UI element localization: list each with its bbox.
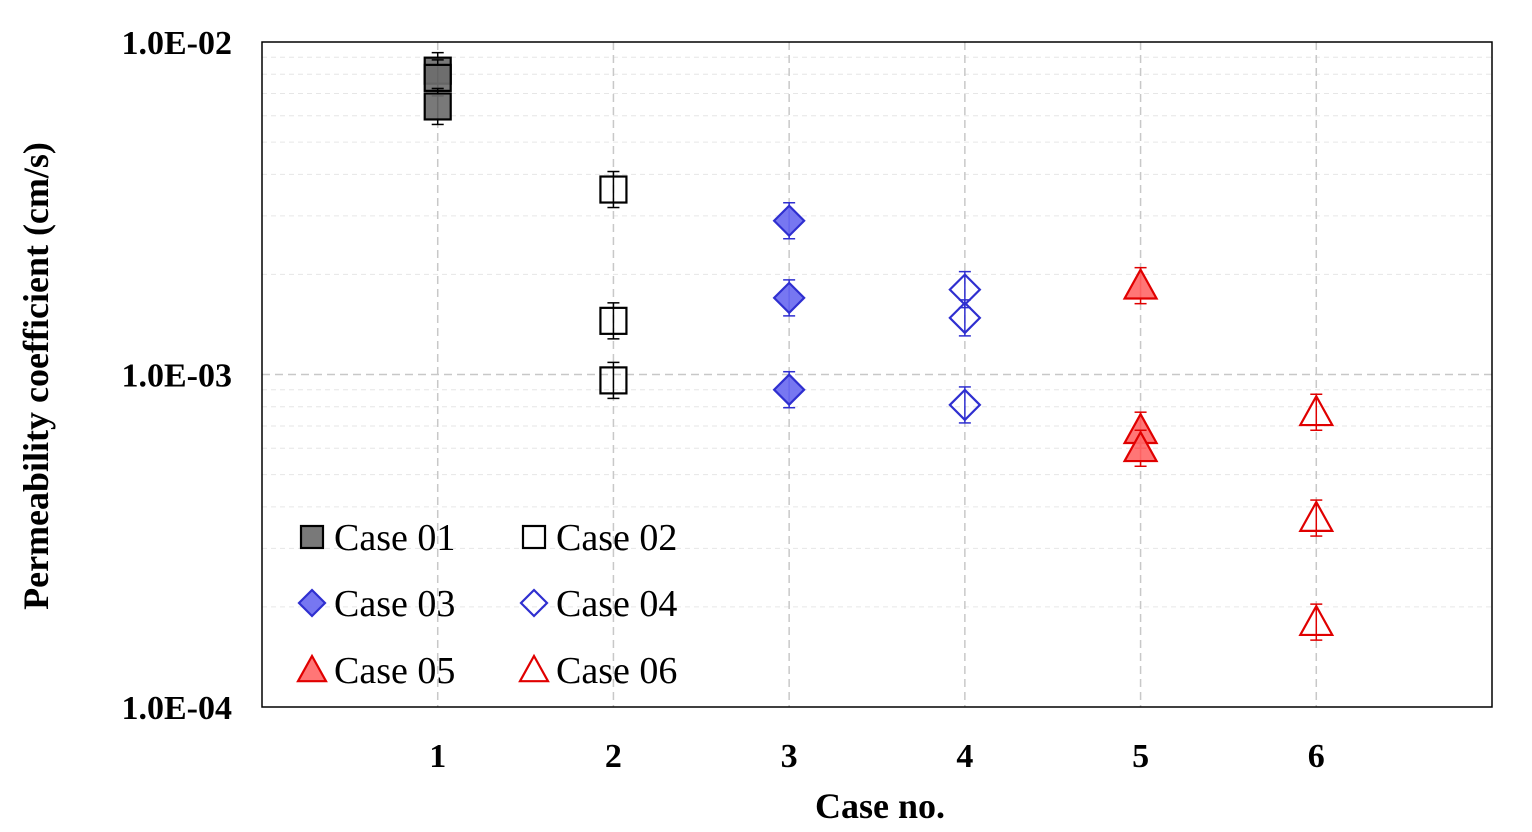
legend-label: Case 06 <box>556 650 677 692</box>
legend-label: Case 01 <box>334 517 455 559</box>
legend-label: Case 04 <box>556 583 677 625</box>
data-point-case-04-3 <box>948 388 982 422</box>
legend-label: Case 05 <box>334 650 455 692</box>
data-point-case-02-1 <box>599 175 628 204</box>
legend-marker-case-04 <box>519 588 549 618</box>
x-tick-label: 5 <box>1132 738 1149 775</box>
y-tick-label: 1.0E-03 <box>122 358 233 395</box>
data-point-case-03-3 <box>772 373 806 407</box>
data-point-case-06-2 <box>1298 499 1335 532</box>
legend-label: Case 03 <box>334 583 455 625</box>
x-tick-labels: 1 2 3 4 5 6 <box>429 738 1325 775</box>
data-point-case-02-3 <box>599 366 628 395</box>
legend-label: Case 02 <box>556 517 677 559</box>
legend-marker-case-02 <box>521 524 547 550</box>
legend-marker-case-01 <box>299 524 325 550</box>
data-point-case-03-2 <box>772 281 806 315</box>
data-point-case-02-2 <box>599 306 628 335</box>
x-tick-label: 6 <box>1308 738 1325 775</box>
data-point-case-05-1 <box>1122 267 1159 300</box>
data-markers <box>423 51 1335 641</box>
legend: Case 01 Case 02 Case 03 Case 04 Case 05 Case … <box>296 517 677 692</box>
y-tick-label: 1.0E-02 <box>122 25 233 62</box>
x-tick-label: 1 <box>429 738 446 775</box>
data-point-case-03-1 <box>772 204 806 238</box>
legend-marker-case-05 <box>296 653 328 683</box>
y-axis-title: Permeability coefficient (cm/s) <box>16 142 56 610</box>
data-point-case-01-2 <box>423 63 452 92</box>
legend-marker-case-06 <box>518 653 550 683</box>
data-point-case-01-3 <box>423 92 452 121</box>
data-point-case-05-3 <box>1122 429 1159 463</box>
x-tick-label: 4 <box>956 738 973 775</box>
legend-marker-case-03 <box>297 588 327 618</box>
grid-lines <box>262 42 1492 707</box>
x-tick-label: 2 <box>605 738 622 775</box>
data-point-case-06-3 <box>1298 603 1335 637</box>
data-point-case-06-1 <box>1298 393 1335 427</box>
data-point-case-04-2 <box>948 301 982 335</box>
y-tick-labels: 1.0E-04 1.0E-03 1.0E-02 <box>122 25 233 727</box>
x-axis-title: Case no. <box>815 786 945 826</box>
y-tick-label: 1.0E-04 <box>122 690 233 727</box>
x-tick-label: 3 <box>781 738 798 775</box>
plot-frame <box>261 41 1493 708</box>
